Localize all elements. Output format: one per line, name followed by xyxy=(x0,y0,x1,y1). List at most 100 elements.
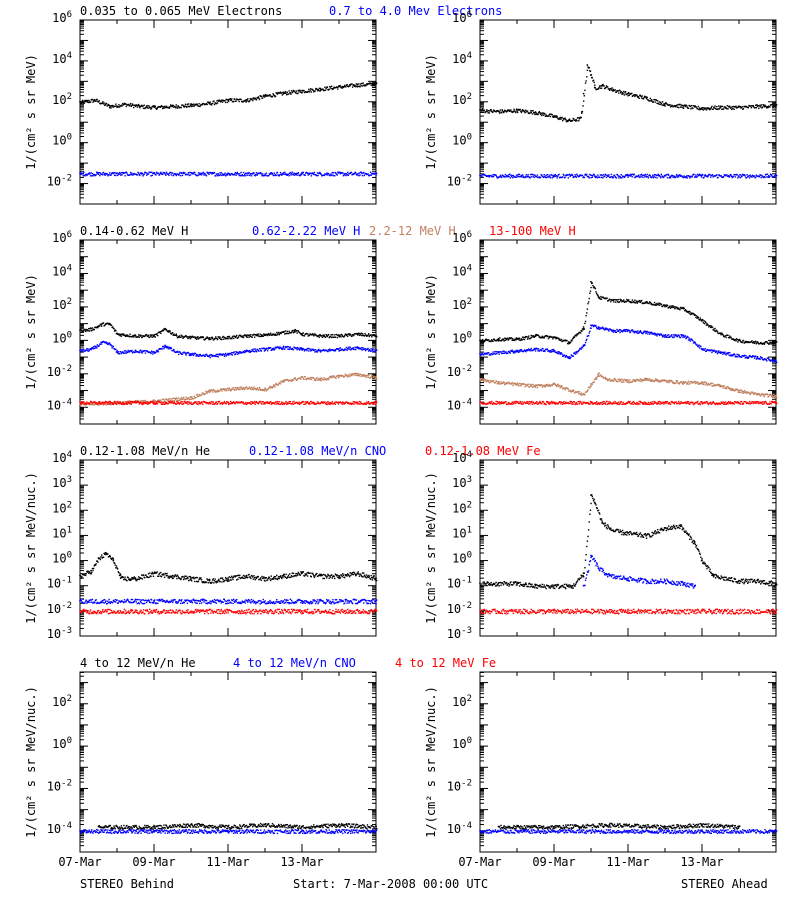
data-mark xyxy=(348,375,350,378)
data-mark xyxy=(258,97,260,99)
data-mark xyxy=(661,175,664,178)
data-mark xyxy=(268,174,270,177)
data-mark xyxy=(223,388,226,390)
data-mark xyxy=(209,101,211,103)
data-mark xyxy=(729,105,731,107)
data-mark xyxy=(274,174,277,176)
data-mark xyxy=(605,174,607,176)
data-mark xyxy=(332,336,335,338)
data-mark xyxy=(231,388,234,390)
data-mark xyxy=(626,174,628,177)
data-mark xyxy=(262,95,264,97)
data-mark xyxy=(170,174,173,176)
data-mark xyxy=(530,334,532,337)
data-mark xyxy=(248,171,250,174)
data-mark xyxy=(108,403,111,405)
data-mark xyxy=(314,378,316,381)
data-mark xyxy=(280,173,282,175)
data-mark xyxy=(328,377,330,379)
data-mark xyxy=(585,80,587,82)
data-mark xyxy=(156,350,158,353)
data-mark xyxy=(532,110,534,112)
data-mark xyxy=(358,348,360,350)
data-mark xyxy=(330,87,332,90)
data-mark xyxy=(136,174,139,176)
data-mark xyxy=(88,100,91,102)
data-mark xyxy=(321,335,323,337)
data-mark xyxy=(709,174,711,176)
data-mark xyxy=(128,103,130,106)
y-axis-label: 1/(cm² s sr MeV) xyxy=(424,54,438,170)
data-mark xyxy=(126,403,128,406)
data-mark xyxy=(361,334,363,337)
data-mark xyxy=(115,403,118,405)
data-mark xyxy=(271,172,274,175)
data-mark xyxy=(641,95,643,97)
data-mark xyxy=(319,377,322,379)
data-mark xyxy=(492,111,494,113)
data-mark xyxy=(111,347,113,349)
data-mark xyxy=(298,331,301,334)
data-mark xyxy=(768,176,770,178)
data-mark xyxy=(170,398,173,400)
data-mark xyxy=(507,174,510,176)
data-mark xyxy=(263,333,265,335)
data-mark xyxy=(248,334,251,336)
data-mark xyxy=(578,120,580,122)
data-mark xyxy=(584,82,587,84)
data-mark xyxy=(314,333,317,336)
data-mark xyxy=(292,401,294,403)
y-tick-label: 104 xyxy=(452,51,472,66)
data-mark xyxy=(226,173,228,175)
data-mark xyxy=(165,106,167,109)
data-mark xyxy=(594,87,597,89)
data-mark xyxy=(566,174,569,176)
data-mark xyxy=(536,112,538,115)
data-mark xyxy=(714,175,717,177)
data-mark xyxy=(297,92,299,95)
data-mark xyxy=(358,375,361,377)
data-mark xyxy=(342,174,345,177)
data-mark xyxy=(374,403,377,405)
data-mark xyxy=(370,347,372,350)
data-mark xyxy=(277,332,279,335)
data-mark xyxy=(531,174,534,176)
data-mark xyxy=(233,174,235,176)
data-mark xyxy=(126,172,128,174)
data-mark xyxy=(139,174,141,177)
data-mark xyxy=(224,175,227,177)
data-mark xyxy=(138,351,140,354)
data-mark xyxy=(145,105,148,107)
data-mark xyxy=(563,118,565,121)
data-mark xyxy=(645,96,647,98)
data-mark xyxy=(224,402,227,404)
data-mark xyxy=(481,339,483,342)
data-mark xyxy=(178,105,180,108)
data-mark xyxy=(373,403,375,405)
data-mark xyxy=(189,105,191,108)
data-mark xyxy=(650,100,652,102)
data-mark xyxy=(273,384,275,386)
data-mark xyxy=(292,174,295,176)
data-mark xyxy=(652,177,655,179)
data-mark xyxy=(337,334,340,336)
data-mark xyxy=(319,333,321,336)
data-mark xyxy=(505,111,508,113)
data-mark xyxy=(681,106,683,108)
data-mark xyxy=(349,85,351,87)
data-mark xyxy=(206,171,208,174)
data-mark xyxy=(191,396,193,398)
data-mark xyxy=(353,85,356,87)
data-mark xyxy=(289,402,291,405)
data-mark xyxy=(264,173,266,175)
data-mark xyxy=(234,402,237,405)
data-mark xyxy=(83,329,85,332)
data-mark xyxy=(286,330,288,333)
data-mark xyxy=(206,354,208,357)
y-tick-label: 104 xyxy=(452,263,472,278)
data-mark xyxy=(352,347,354,349)
data-mark xyxy=(496,339,498,342)
data-mark xyxy=(647,175,649,178)
data-mark xyxy=(327,378,330,381)
data-mark xyxy=(240,174,243,177)
